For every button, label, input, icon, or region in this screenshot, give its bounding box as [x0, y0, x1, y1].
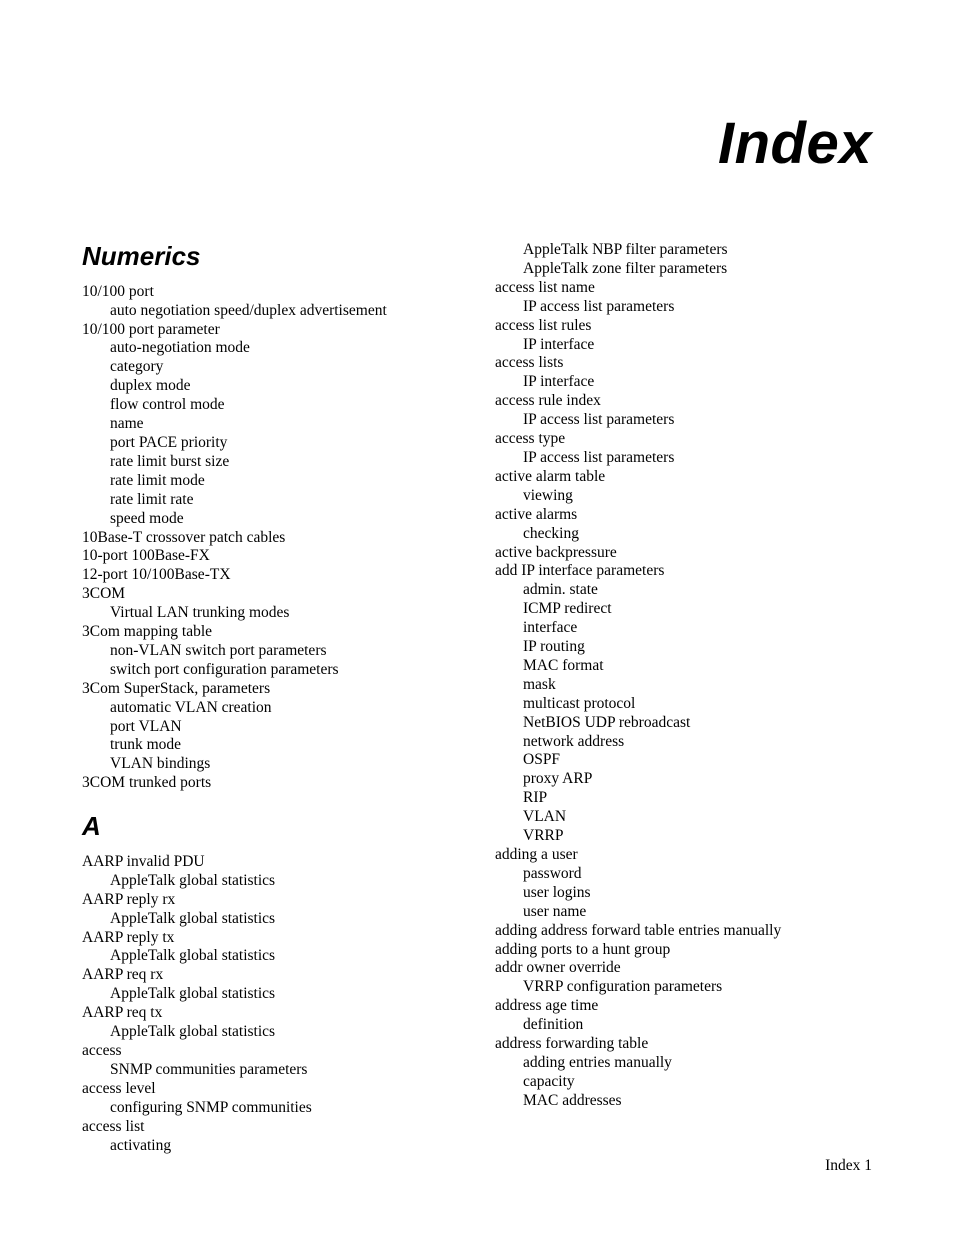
index-entry: 12-port 10/100Base-TX [82, 566, 459, 585]
index-entry: adding a user [495, 846, 872, 865]
index-entry: AARP reply rx [82, 891, 459, 910]
index-subentry: AppleTalk global statistics [82, 1023, 459, 1042]
index-subentry: NetBIOS UDP rebroadcast [495, 714, 872, 733]
index-subentry: adding entries manually [495, 1054, 872, 1073]
index-entry: address forwarding table [495, 1035, 872, 1054]
index-subentry: network address [495, 733, 872, 752]
index-subentry: viewing [495, 487, 872, 506]
index-subentry: auto negotiation speed/duplex advertisem… [82, 302, 459, 321]
index-entry: 10-port 100Base-FX [82, 547, 459, 566]
index-subentry: IP access list parameters [495, 449, 872, 468]
index-subentry: VRRP configuration parameters [495, 978, 872, 997]
index-subentry: ICMP redirect [495, 600, 872, 619]
index-subentry: interface [495, 619, 872, 638]
index-subentry: AppleTalk zone filter parameters [495, 260, 872, 279]
index-subentry: IP access list parameters [495, 411, 872, 430]
index-section-heading: Numerics [82, 241, 459, 273]
index-subentry: port PACE priority [82, 434, 459, 453]
index-column-left: Numerics 10/100 portauto negotiation spee… [82, 241, 459, 1155]
index-column-right: AppleTalk NBP filter parametersAppleTalk… [495, 241, 872, 1155]
index-subentry: AppleTalk global statistics [82, 947, 459, 966]
index-subentry: VLAN bindings [82, 755, 459, 774]
index-subentry: speed mode [82, 510, 459, 529]
index-subentry: Virtual LAN trunking modes [82, 604, 459, 623]
index-subentry: IP interface [495, 373, 872, 392]
page-footer: Index 1 [825, 1157, 872, 1175]
index-subentry: auto-negotiation mode [82, 339, 459, 358]
index-subentry: definition [495, 1016, 872, 1035]
index-entry: access list name [495, 279, 872, 298]
index-subentry: IP interface [495, 336, 872, 355]
index-subentry: non-VLAN switch port parameters [82, 642, 459, 661]
index-entry: 10/100 port [82, 283, 459, 302]
index-entry: 10/100 port parameter [82, 321, 459, 340]
index-subentry: AppleTalk global statistics [82, 985, 459, 1004]
index-subentry: SNMP communities parameters [82, 1061, 459, 1080]
index-subentry: configuring SNMP communities [82, 1099, 459, 1118]
index-entry: active alarm table [495, 468, 872, 487]
index-subentry: flow control mode [82, 396, 459, 415]
index-entry: addr owner override [495, 959, 872, 978]
index-entry: access list rules [495, 317, 872, 336]
index-subentry: password [495, 865, 872, 884]
index-entry: access lists [495, 354, 872, 373]
index-subentry: rate limit rate [82, 491, 459, 510]
index-section-heading: A [82, 811, 459, 843]
index-subentry: user name [495, 903, 872, 922]
index-entry: access rule index [495, 392, 872, 411]
index-subentry: automatic VLAN creation [82, 699, 459, 718]
index-entry: 3COM [82, 585, 459, 604]
index-subentry: VLAN [495, 808, 872, 827]
index-entry: 3COM trunked ports [82, 774, 459, 793]
index-subentry: user logins [495, 884, 872, 903]
index-subentry: category [82, 358, 459, 377]
index-subentry: VRRP [495, 827, 872, 846]
index-entry: AARP reply tx [82, 929, 459, 948]
index-subentry: duplex mode [82, 377, 459, 396]
index-entry: access [82, 1042, 459, 1061]
index-entry: add IP interface parameters [495, 562, 872, 581]
index-subentry: mask [495, 676, 872, 695]
index-subentry: AppleTalk global statistics [82, 910, 459, 929]
index-subentry: MAC addresses [495, 1092, 872, 1111]
index-subentry: AppleTalk NBP filter parameters [495, 241, 872, 260]
index-subentry: AppleTalk global statistics [82, 872, 459, 891]
index-entry: access type [495, 430, 872, 449]
index-entry: address age time [495, 997, 872, 1016]
index-entry: AARP req tx [82, 1004, 459, 1023]
page-title: Index [82, 110, 872, 177]
index-subentry: RIP [495, 789, 872, 808]
index-entry: access list [82, 1118, 459, 1137]
index-subentry: capacity [495, 1073, 872, 1092]
index-entry: AARP req rx [82, 966, 459, 985]
index-subentry: port VLAN [82, 718, 459, 737]
index-subentry: IP access list parameters [495, 298, 872, 317]
index-entry: adding ports to a hunt group [495, 941, 872, 960]
index-subentry: proxy ARP [495, 770, 872, 789]
index-subentry: switch port configuration parameters [82, 661, 459, 680]
index-entry: active backpressure [495, 544, 872, 563]
index-entry: access level [82, 1080, 459, 1099]
index-entry: AARP invalid PDU [82, 853, 459, 872]
index-subentry: MAC format [495, 657, 872, 676]
index-subentry: multicast protocol [495, 695, 872, 714]
index-entry: 10Base-T crossover patch cables [82, 529, 459, 548]
index-entry: 3Com SuperStack, parameters [82, 680, 459, 699]
index-subentry: rate limit mode [82, 472, 459, 491]
index-columns: Numerics 10/100 portauto negotiation spee… [82, 241, 872, 1155]
index-subentry: rate limit burst size [82, 453, 459, 472]
index-subentry: trunk mode [82, 736, 459, 755]
index-entry: active alarms [495, 506, 872, 525]
index-subentry: activating [82, 1137, 459, 1156]
index-subentry: admin. state [495, 581, 872, 600]
index-subentry: checking [495, 525, 872, 544]
index-entry: 3Com mapping table [82, 623, 459, 642]
page: Index Numerics 10/100 portauto negotiatio… [0, 0, 954, 1235]
index-subentry: IP routing [495, 638, 872, 657]
index-entry: adding address forward table entries man… [495, 922, 872, 941]
index-subentry: name [82, 415, 459, 434]
index-subentry: OSPF [495, 751, 872, 770]
